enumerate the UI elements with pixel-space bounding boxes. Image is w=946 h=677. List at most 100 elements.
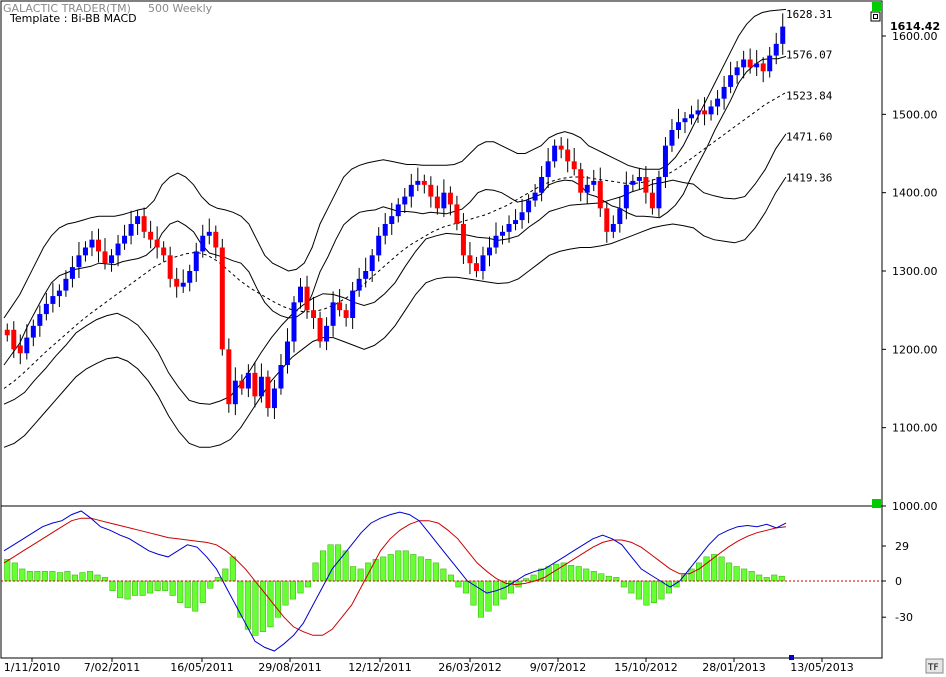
candle-body xyxy=(89,239,95,248)
histogram-bar xyxy=(320,550,327,582)
candle-body xyxy=(447,192,453,205)
tf-button[interactable] xyxy=(925,658,944,674)
histogram-bar xyxy=(169,580,176,596)
candle-body xyxy=(43,303,49,315)
candle-body xyxy=(441,192,447,209)
candle-body xyxy=(298,286,304,303)
histogram-bar xyxy=(508,580,515,594)
candle-body xyxy=(695,110,701,115)
price-panel[interactable] xyxy=(0,0,883,507)
histogram-bar xyxy=(493,580,500,606)
histogram-bar xyxy=(425,559,432,582)
candle-body xyxy=(265,376,271,409)
candle-body xyxy=(493,235,499,248)
candle-body xyxy=(467,255,473,264)
histogram-bar xyxy=(117,580,124,599)
candle-body xyxy=(623,184,629,209)
candle-body xyxy=(656,177,662,209)
histogram-bar xyxy=(628,580,635,594)
candle-body xyxy=(578,169,584,193)
histogram-bar xyxy=(650,580,657,603)
candle-body xyxy=(649,192,655,209)
candle-body xyxy=(526,200,532,213)
candle-body xyxy=(545,161,551,177)
histogram-bar xyxy=(139,580,146,596)
candle-body xyxy=(591,180,597,185)
band-value-label: 1523.84 xyxy=(786,90,833,103)
candle-body xyxy=(180,282,186,287)
histogram-bar xyxy=(222,568,229,582)
price-tick-label: 1300.00 xyxy=(892,265,938,278)
histogram-bar xyxy=(500,580,507,600)
macd-tick-label: 29 xyxy=(895,540,909,553)
candle-body xyxy=(213,231,219,248)
candle-body xyxy=(721,86,727,99)
candle-body xyxy=(95,239,101,252)
candle-body xyxy=(350,290,356,318)
histogram-bar xyxy=(199,580,206,603)
price-tick-label: 1200.00 xyxy=(892,343,938,356)
histogram-bar xyxy=(771,574,778,582)
candle-body xyxy=(245,372,251,389)
candle-body xyxy=(128,224,134,236)
bollinger-bands xyxy=(3,8,787,448)
histogram-bar xyxy=(132,580,139,596)
histogram-bar xyxy=(94,574,101,582)
candle-body xyxy=(428,184,434,197)
histogram-bar xyxy=(162,580,169,591)
upper-inner-band xyxy=(3,55,787,366)
candle-body xyxy=(69,267,75,279)
histogram-bar xyxy=(718,556,725,582)
histogram-bar xyxy=(485,580,492,612)
price-axis: 1600.00 1500.00 1400.00 1300.00 1200.00 1100.… xyxy=(882,30,938,513)
histogram-bar xyxy=(252,580,259,636)
candle-body xyxy=(408,184,414,197)
candle-body xyxy=(219,247,225,350)
candle-body xyxy=(434,196,440,209)
price-tick-label: 1000.00 xyxy=(892,500,938,513)
candle-body xyxy=(369,255,375,271)
candle-body xyxy=(4,329,10,336)
histogram-bar xyxy=(237,580,244,618)
candle-body xyxy=(389,216,395,224)
histogram-bar xyxy=(410,554,417,582)
top-marker[interactable] xyxy=(872,2,881,11)
histogram-bar xyxy=(560,562,567,582)
candle-body xyxy=(513,220,519,224)
histogram-bar xyxy=(583,568,590,582)
candle-body xyxy=(17,345,23,354)
macd-tick-label: 0 xyxy=(895,575,902,588)
candle-body xyxy=(363,271,369,279)
candle-body xyxy=(662,145,668,177)
histogram-bar xyxy=(680,574,688,582)
candle-body xyxy=(500,231,506,236)
histogram-bar xyxy=(312,562,319,582)
histogram-bar xyxy=(635,580,642,600)
candle-body xyxy=(539,177,545,193)
histogram-bar xyxy=(696,562,703,582)
band-value-label: 1471.60 xyxy=(786,131,832,144)
histogram-bar xyxy=(665,580,672,594)
histogram-bar xyxy=(192,580,199,612)
histogram-bar xyxy=(124,580,131,600)
histogram-bar xyxy=(658,580,665,600)
candle-body xyxy=(37,314,43,326)
histogram-bar xyxy=(605,575,612,582)
histogram-bar xyxy=(598,573,605,582)
histogram-bar xyxy=(244,580,251,630)
histogram-bar xyxy=(778,575,785,582)
band-labels: 1628.31 1576.07 1523.84 1471.60 1419.36 xyxy=(786,8,833,185)
panel-divider-marker[interactable] xyxy=(872,499,881,508)
histogram-bar xyxy=(305,580,312,588)
zoom-icon[interactable] xyxy=(870,11,881,22)
candle-body xyxy=(324,325,330,342)
histogram-bar xyxy=(177,580,184,603)
date-tick-label: 9/07/2012 xyxy=(530,661,586,674)
histogram-bar xyxy=(402,550,409,582)
histogram-bar xyxy=(71,574,78,582)
price-tick-label: 1100.00 xyxy=(892,422,938,435)
candle-body xyxy=(480,255,486,271)
candle-body xyxy=(382,224,388,236)
histogram-bar xyxy=(34,571,41,582)
end-marker xyxy=(789,655,794,660)
